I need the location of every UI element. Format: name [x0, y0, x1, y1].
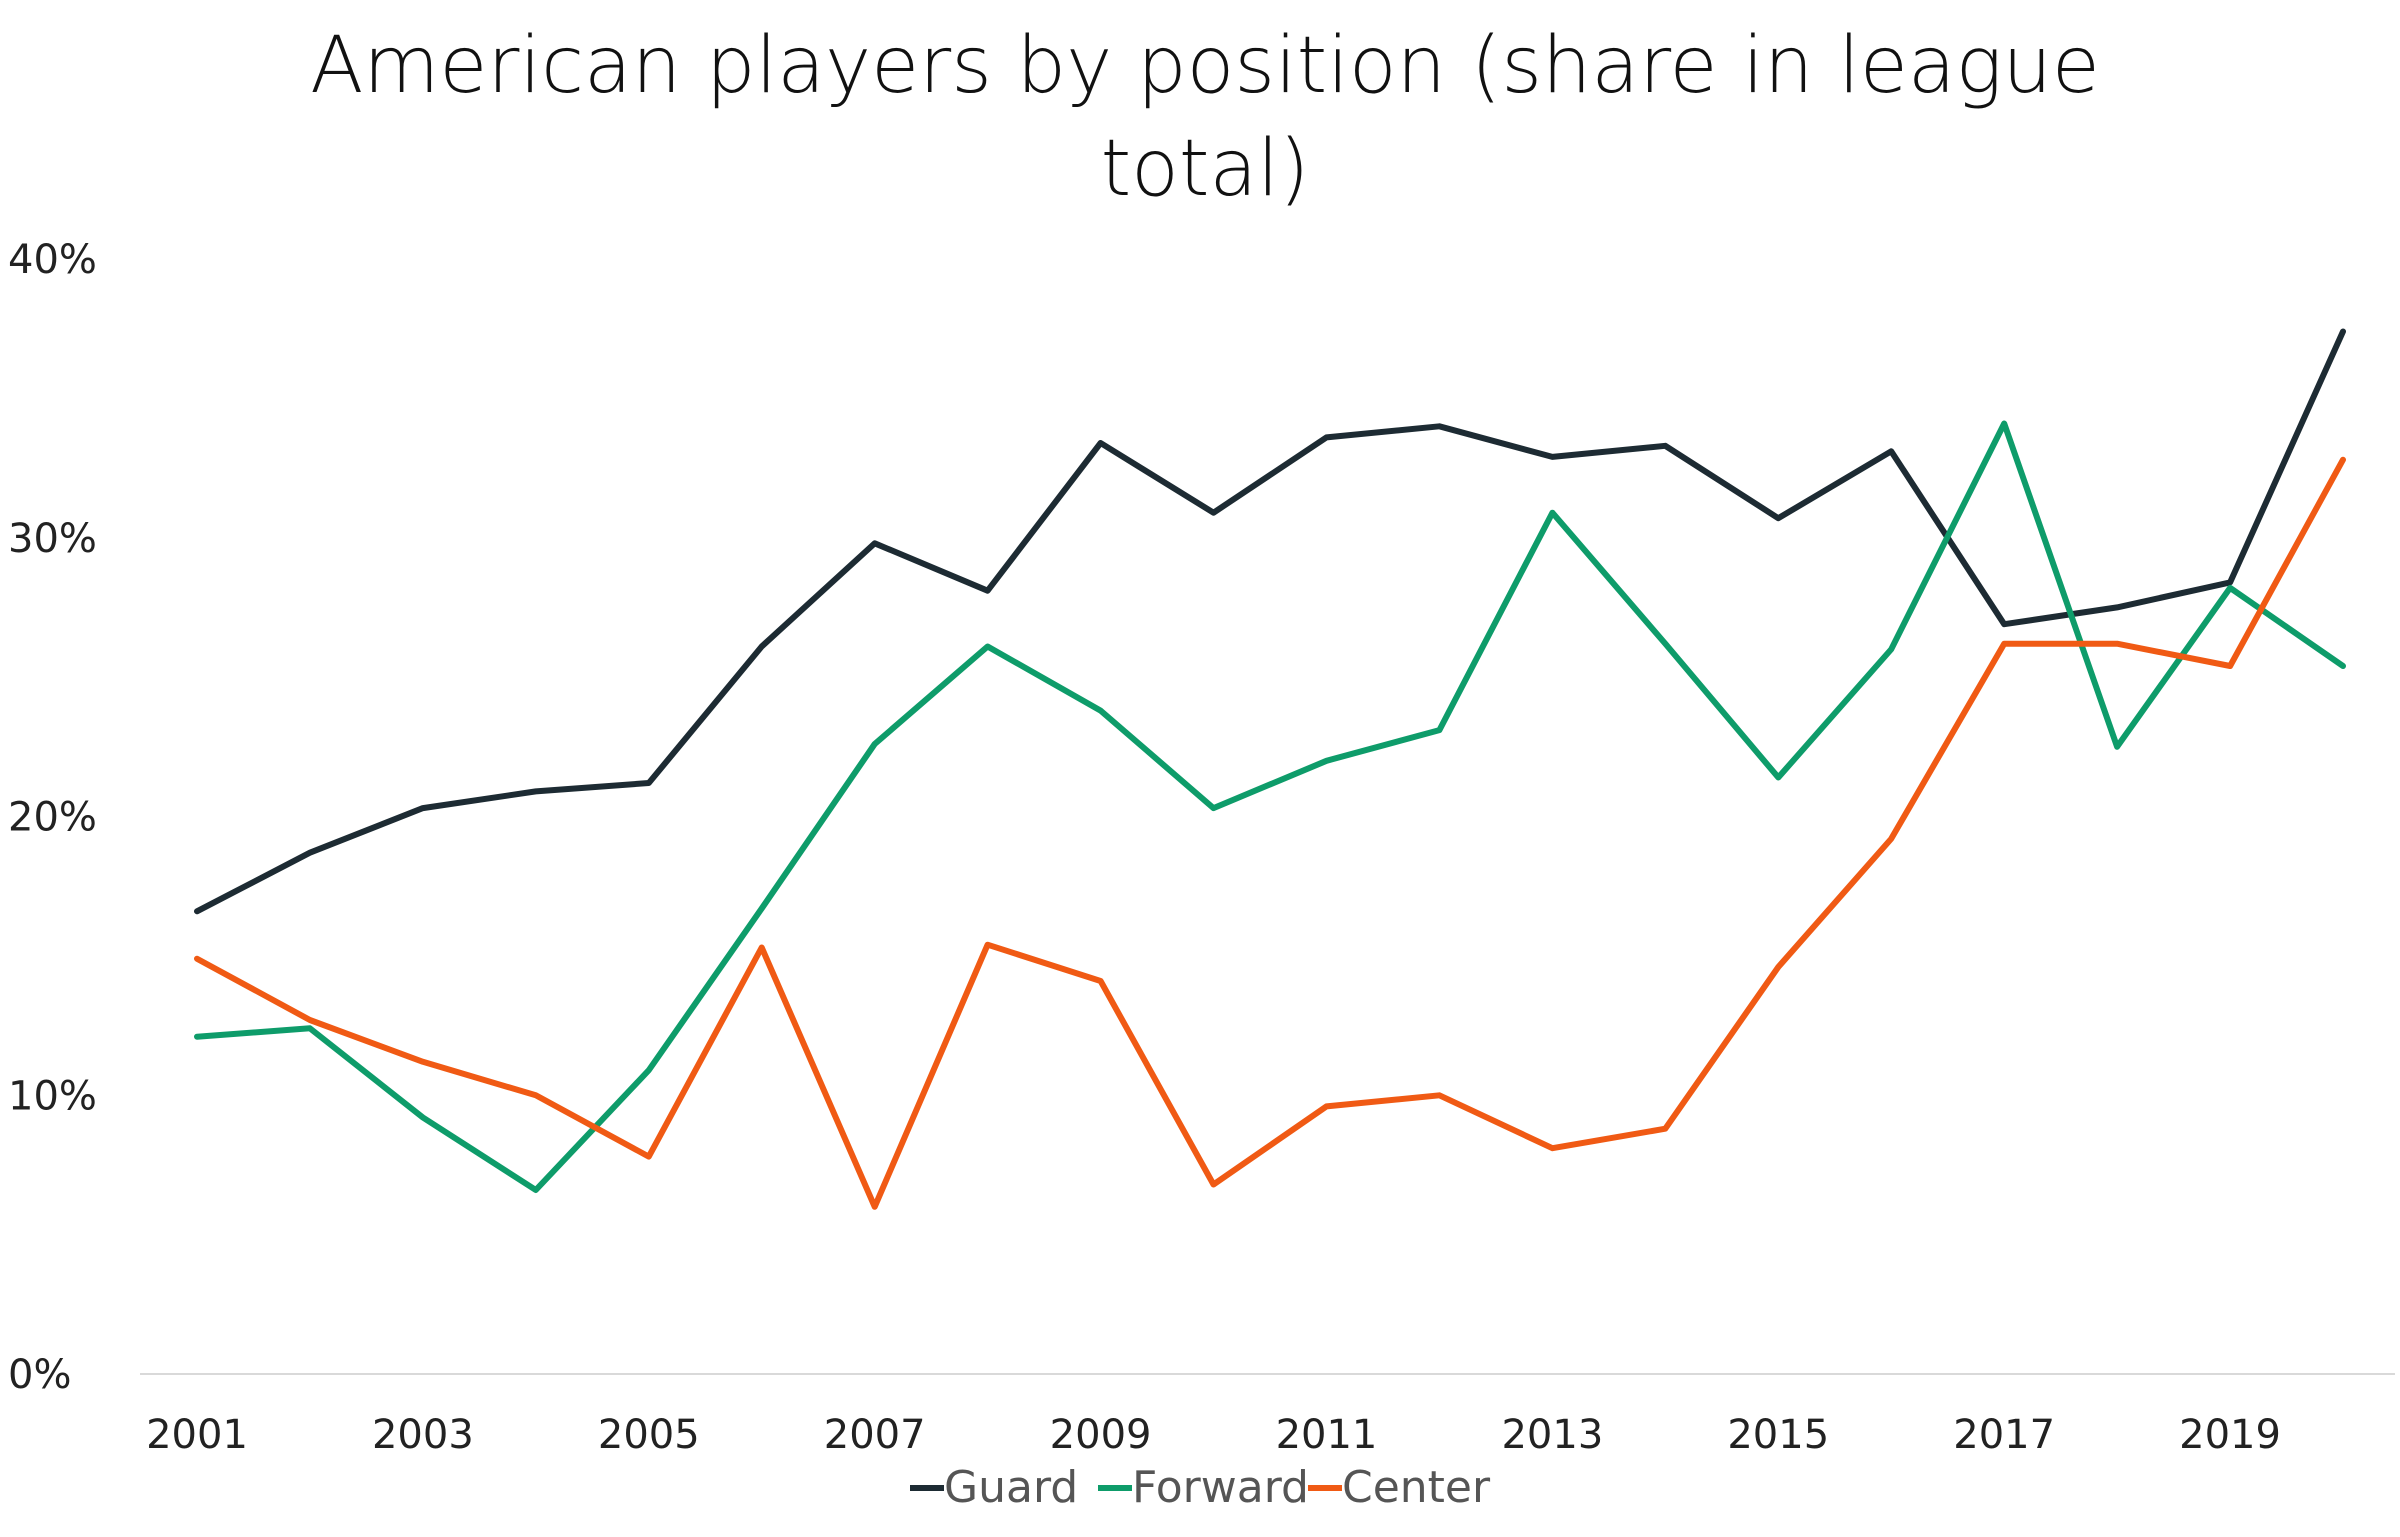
legend-label-forward: Forward: [1132, 1462, 1309, 1513]
series-line-forward: [194, 420, 2346, 1193]
x-tick-label: 2007: [824, 1412, 926, 1458]
y-tick-label: 40%: [8, 237, 97, 283]
y-tick-label: 0%: [8, 1352, 71, 1398]
x-tick-label: 2013: [1501, 1412, 1603, 1458]
y-tick-label: 10%: [8, 1073, 97, 1119]
x-tick-label: 2005: [598, 1412, 700, 1458]
x-tick-label: 2009: [1050, 1412, 1152, 1458]
series-line-guard: [194, 328, 2346, 915]
legend-label-center: Center: [1342, 1462, 1491, 1513]
x-tick-label: 2003: [372, 1412, 474, 1458]
x-tick-label: 2019: [2179, 1412, 2281, 1458]
x-tick-label: 2017: [1953, 1412, 2055, 1458]
legend-label-guard: Guard: [944, 1462, 1078, 1513]
x-axis: 2001 2003 2005 2007 2009 2011 2013 2015 2017 2019: [146, 1412, 2281, 1458]
y-tick-label: 20%: [8, 795, 97, 841]
x-tick-label: 2001: [146, 1412, 248, 1458]
chart-title-line-1: American players by position (share in l…: [310, 21, 2100, 111]
y-axis: 0% 10% 20% 30% 40%: [8, 237, 97, 1398]
chart-title-line-2: total): [1101, 124, 1310, 214]
series-lines: [194, 328, 2346, 1210]
series-line-center: [194, 456, 2346, 1210]
legend: Guard Forward Center: [910, 1462, 1491, 1513]
x-tick-label: 2015: [1727, 1412, 1829, 1458]
x-tick-label: 2011: [1276, 1412, 1378, 1458]
y-tick-label: 30%: [8, 516, 97, 562]
